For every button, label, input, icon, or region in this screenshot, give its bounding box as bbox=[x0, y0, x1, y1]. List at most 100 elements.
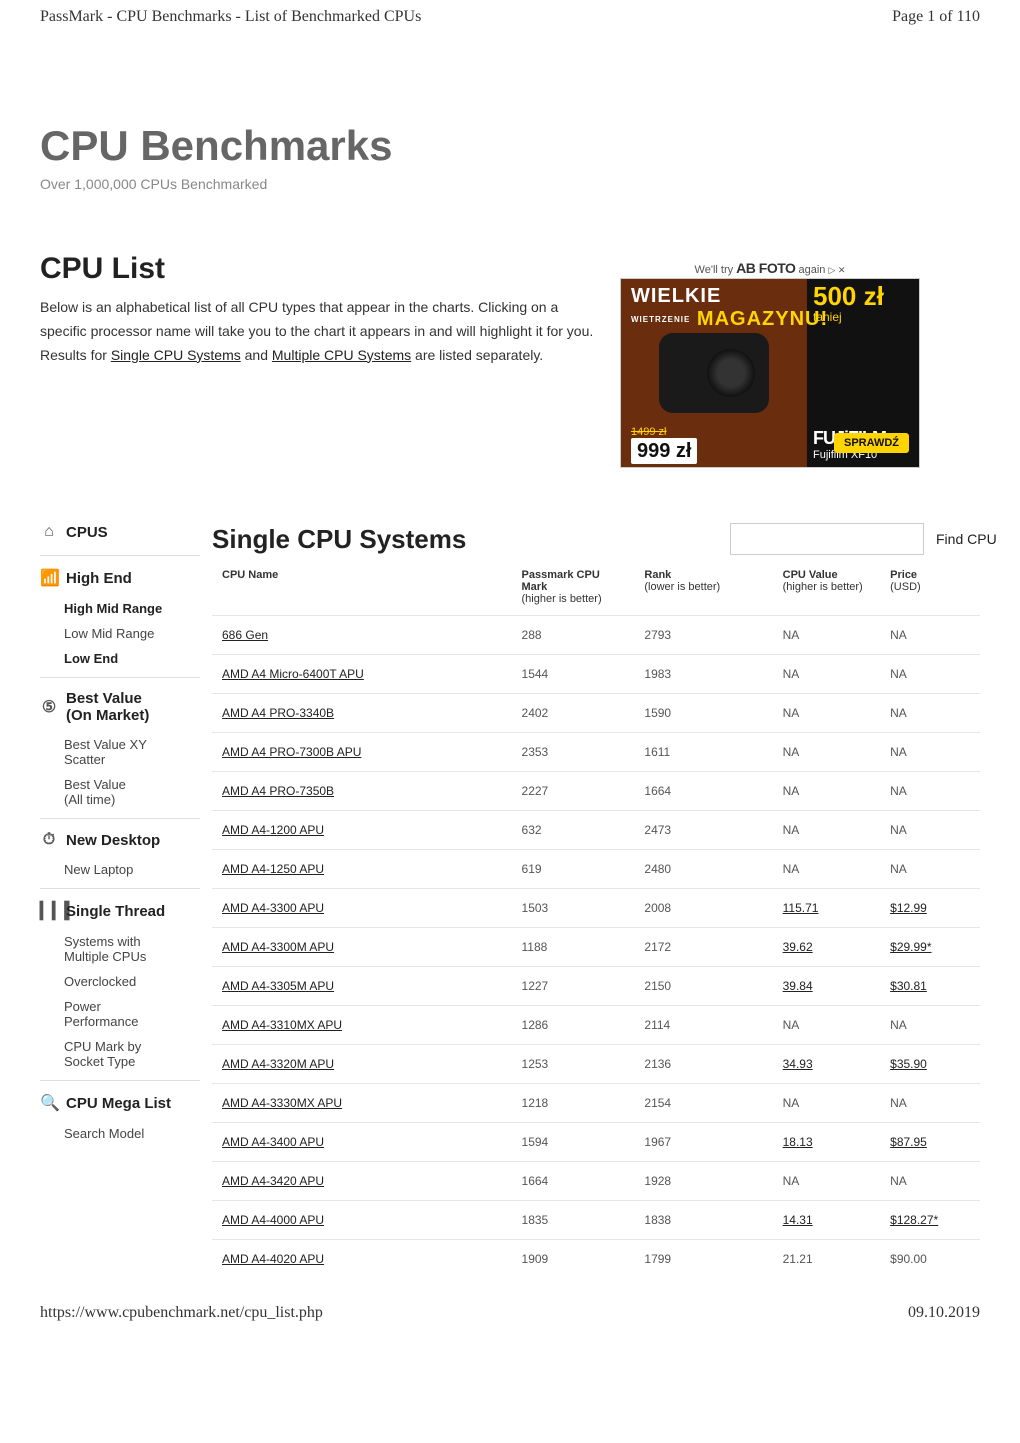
cell-mark: 1664 bbox=[512, 1162, 635, 1201]
ad-old-price: 1499 zł bbox=[631, 426, 666, 438]
cpu-name-link[interactable]: AMD A4-3305M APU bbox=[222, 979, 334, 993]
cpu-name-link[interactable]: AMD A4-3400 APU bbox=[222, 1135, 324, 1149]
price-link[interactable]: $35.90 bbox=[890, 1057, 927, 1071]
sidebar-item[interactable]: Power Performance bbox=[40, 994, 200, 1034]
sidebar-item[interactable]: Best Value XY Scatter bbox=[40, 732, 200, 772]
cpu-name-link[interactable]: AMD A4 PRO-3340B bbox=[222, 706, 334, 720]
cpu-value-link[interactable]: 39.84 bbox=[783, 979, 813, 993]
cell-rank: 2154 bbox=[634, 1084, 772, 1123]
cpu-name-link[interactable]: AMD A4-3320M APU bbox=[222, 1057, 334, 1071]
cell-cpu-value: 14.31 bbox=[773, 1201, 881, 1240]
cell-price: $128.27* bbox=[880, 1201, 980, 1240]
cpu-name-link[interactable]: AMD A4 PRO-7350B bbox=[222, 784, 334, 798]
cell-price: $35.90 bbox=[880, 1045, 980, 1084]
sidebar-head-new-desktop[interactable]: ⏱ New Desktop bbox=[40, 831, 200, 849]
cell-rank: 2480 bbox=[634, 850, 772, 889]
col-passmark[interactable]: Passmark CPU Mark (higher is better) bbox=[512, 559, 635, 616]
sidebar-item[interactable]: Systems with Multiple CPUs bbox=[40, 929, 200, 969]
cpu-name-link[interactable]: AMD A4 Micro-6400T APU bbox=[222, 667, 364, 681]
cell-rank: 1590 bbox=[634, 694, 772, 733]
cpu-value-link[interactable]: 34.93 bbox=[783, 1057, 813, 1071]
cell-price: NA bbox=[880, 694, 980, 733]
cpu-name-link[interactable]: AMD A4-3310MX APU bbox=[222, 1018, 342, 1032]
col-rank[interactable]: Rank (lower is better) bbox=[634, 559, 772, 616]
page-subtitle: Over 1,000,000 CPUs Benchmarked bbox=[40, 176, 980, 192]
cpu-name-link[interactable]: AMD A4-3330MX APU bbox=[222, 1096, 342, 1110]
cpu-name-link[interactable]: 686 Gen bbox=[222, 628, 268, 642]
intro-link-multiple[interactable]: Multiple CPU Systems bbox=[272, 347, 411, 363]
cell-cpu-name: AMD A4 PRO-7300B APU bbox=[212, 733, 512, 772]
cpu-value-link[interactable]: 39.62 bbox=[783, 940, 813, 954]
cell-mark: 288 bbox=[512, 616, 635, 655]
cell-rank: 1928 bbox=[634, 1162, 772, 1201]
cell-price: $29.99* bbox=[880, 928, 980, 967]
col-cpu-value[interactable]: CPU Value (higher is better) bbox=[773, 559, 881, 616]
cell-cpu-name: AMD A4-3305M APU bbox=[212, 967, 512, 1006]
cell-cpu-value: 18.13 bbox=[773, 1123, 881, 1162]
cpu-name-link[interactable]: AMD A4-1250 APU bbox=[222, 862, 324, 876]
ad-banner[interactable]: WIELKIE WIETRZENIE MAGAZYNU! 500 zł tani… bbox=[620, 278, 920, 468]
cell-cpu-name: AMD A4-4000 APU bbox=[212, 1201, 512, 1240]
cell-rank: 2136 bbox=[634, 1045, 772, 1084]
sidebar-item[interactable]: New Laptop bbox=[40, 857, 200, 882]
search-icon: 🔍 bbox=[40, 1093, 58, 1113]
sidebar-head-best-value[interactable]: ⑤ Best Value (On Market) bbox=[40, 690, 200, 724]
cell-mark: 1286 bbox=[512, 1006, 635, 1045]
cpu-name-link[interactable]: AMD A4-4020 APU bbox=[222, 1252, 324, 1266]
find-cpu-button[interactable]: Find CPU bbox=[924, 531, 1003, 547]
sidebar-item[interactable]: Overclocked bbox=[40, 969, 200, 994]
sidebar-item[interactable]: CPU Mark by Socket Type bbox=[40, 1034, 200, 1074]
cpu-name-link[interactable]: AMD A4-3420 APU bbox=[222, 1174, 324, 1188]
footer-date: 09.10.2019 bbox=[908, 1304, 980, 1322]
cell-cpu-value: NA bbox=[773, 694, 881, 733]
cpu-value-link[interactable]: 18.13 bbox=[783, 1135, 813, 1149]
table-row: AMD A4-1250 APU 619 2480 NA NA bbox=[212, 850, 980, 889]
sidebar-head-single-thread[interactable]: ▎▎▍ Single Thread bbox=[40, 901, 200, 921]
intro-link-single[interactable]: Single CPU Systems bbox=[111, 347, 241, 363]
ad-cta-button[interactable]: SPRAWDŹ bbox=[834, 433, 909, 453]
sidebar-item[interactable]: Low End bbox=[40, 646, 200, 671]
sidebar-item[interactable]: Best Value (All time) bbox=[40, 772, 200, 812]
ad-attribution: We'll try AB FOTO again ▷ ✕ bbox=[620, 260, 920, 276]
sidebar-head-cpus[interactable]: ⌂ CPUS bbox=[40, 523, 200, 541]
sidebar-head-high-end[interactable]: 📶 High End bbox=[40, 568, 200, 588]
cpu-name-link[interactable]: AMD A4-1200 APU bbox=[222, 823, 324, 837]
price-link[interactable]: $87.95 bbox=[890, 1135, 927, 1149]
sidebar-item[interactable]: Low Mid Range bbox=[40, 621, 200, 646]
sidebar-head-mega-list[interactable]: 🔍 CPU Mega List bbox=[40, 1093, 200, 1113]
cpu-value-link[interactable]: 14.31 bbox=[783, 1213, 813, 1227]
cell-mark: 1835 bbox=[512, 1201, 635, 1240]
sidebar-item[interactable]: Search Model bbox=[40, 1121, 200, 1146]
col-cpu-name[interactable]: CPU Name bbox=[212, 559, 512, 616]
sidebar-item[interactable]: High Mid Range bbox=[40, 596, 200, 621]
cpu-name-link[interactable]: AMD A4 PRO-7300B APU bbox=[222, 745, 361, 759]
cell-rank: 2473 bbox=[634, 811, 772, 850]
cpu-name-link[interactable]: AMD A4-4000 APU bbox=[222, 1213, 324, 1227]
price-link[interactable]: $29.99* bbox=[890, 940, 931, 954]
page-title: CPU Benchmarks bbox=[40, 122, 980, 170]
cell-cpu-value: 39.84 bbox=[773, 967, 881, 1006]
cell-cpu-name: AMD A4-3320M APU bbox=[212, 1045, 512, 1084]
table-row: AMD A4-3305M APU 1227 2150 39.84 $30.81 bbox=[212, 967, 980, 1006]
cpu-name-link[interactable]: AMD A4-3300 APU bbox=[222, 901, 324, 915]
cell-price: $12.99 bbox=[880, 889, 980, 928]
cell-rank: 2008 bbox=[634, 889, 772, 928]
table-row: AMD A4-3310MX APU 1286 2114 NA NA bbox=[212, 1006, 980, 1045]
cell-rank: 1611 bbox=[634, 733, 772, 772]
ad-brand: AB FOTO bbox=[736, 260, 795, 276]
cell-cpu-name: 686 Gen bbox=[212, 616, 512, 655]
cell-cpu-value: 39.62 bbox=[773, 928, 881, 967]
col-price[interactable]: Price (USD) bbox=[880, 559, 980, 616]
price-link[interactable]: $12.99 bbox=[890, 901, 927, 915]
cell-price: NA bbox=[880, 1162, 980, 1201]
price-link[interactable]: $30.81 bbox=[890, 979, 927, 993]
bars-icon: 📶 bbox=[40, 568, 58, 588]
cell-mark: 1227 bbox=[512, 967, 635, 1006]
chart-icon: ▎▎▍ bbox=[40, 901, 58, 921]
cpu-value-link[interactable]: 115.71 bbox=[783, 901, 819, 915]
cell-mark: 632 bbox=[512, 811, 635, 850]
find-cpu-input[interactable] bbox=[730, 523, 924, 555]
cell-cpu-value: NA bbox=[773, 1084, 881, 1123]
cpu-name-link[interactable]: AMD A4-3300M APU bbox=[222, 940, 334, 954]
price-link[interactable]: $128.27* bbox=[890, 1213, 938, 1227]
